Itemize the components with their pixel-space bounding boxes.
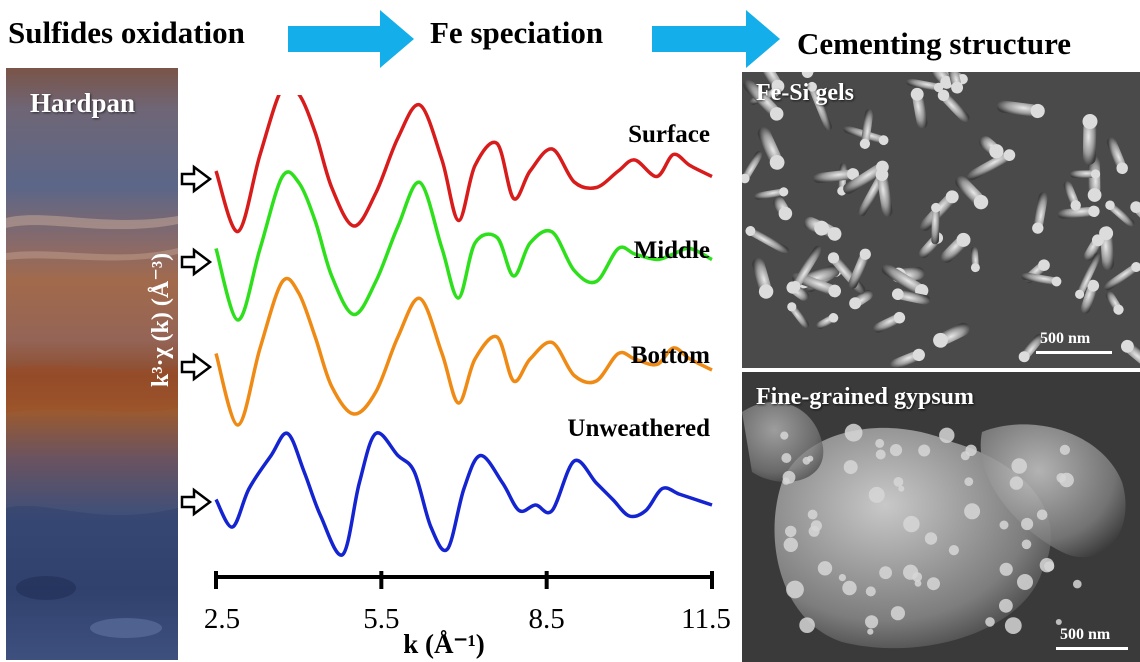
series-line-unweathered (214, 431, 713, 557)
series-label-middle: Middle (634, 237, 710, 264)
header-sulfides-oxidation: Sulfides oxidation (8, 15, 245, 50)
exafs-plot: 2.5 5.5 8.5 11.5 k (Å⁻¹) Surface Middle Bottom… (180, 95, 731, 659)
scale-bar-label-top: 500 nm (1040, 330, 1091, 347)
scale-bar-bottom (1056, 647, 1128, 650)
y-axis-label: k³·χ (k) (Å⁻³) (148, 252, 174, 388)
series-line-middle (214, 170, 713, 322)
sem-caption-bottom: Fine-grained gypsum (756, 384, 975, 410)
series-marker-arrow-icon (180, 487, 213, 517)
x-tick-label: 5.5 (363, 603, 399, 635)
scale-bar-label-bottom: 500 nm (1060, 626, 1111, 643)
series-marker-arrow-icon (180, 164, 213, 194)
series-label-unweathered: Unweathered (567, 415, 710, 442)
x-axis: 2.5 5.5 8.5 11.5 k (Å⁻¹) (204, 571, 731, 659)
x-tick-label: 11.5 (681, 603, 731, 635)
x-tick-label: 2.5 (204, 603, 240, 635)
series-line-bottom (214, 276, 713, 427)
flow-arrow-right-icon (652, 10, 780, 68)
series-label-surface: Surface (628, 121, 710, 148)
header-cementing-structure: Cementing structure (797, 26, 1072, 61)
x-tick-label: 8.5 (529, 603, 565, 635)
hardpan-label: Hardpan (30, 88, 136, 118)
series-label-bottom: Bottom (631, 342, 710, 369)
series-marker-arrow-icon (180, 352, 213, 382)
hardpan-photo (6, 68, 178, 660)
labels-layer: Surface Middle Bottom Unweathered (567, 121, 710, 442)
header-fe-speciation: Fe speciation (430, 15, 604, 50)
flow-arrow-right-icon (288, 10, 414, 68)
series-line-surface (214, 95, 713, 234)
sem-image-fe-si-gels (742, 72, 1140, 368)
series-marker-arrow-icon (180, 247, 213, 277)
sem-image-fine-grained-gypsum (742, 372, 1140, 662)
x-axis-label: k (Å⁻¹) (403, 629, 485, 659)
series-layer (180, 95, 713, 557)
scale-bar-top (1036, 351, 1112, 354)
sem-caption-top: Fe-Si gels (756, 80, 854, 106)
